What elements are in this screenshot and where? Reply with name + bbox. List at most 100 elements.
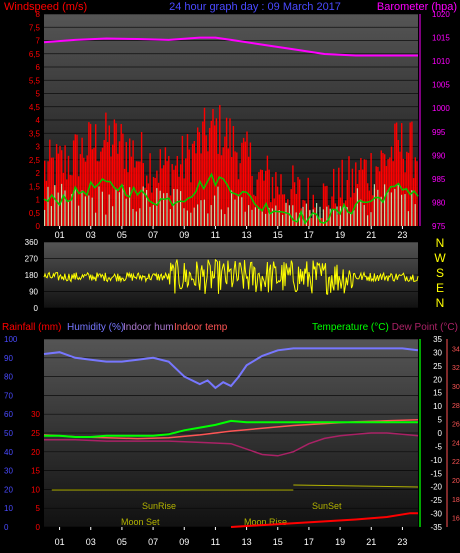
rain-axis-label: 25 <box>31 429 40 438</box>
windspeed-bar <box>118 141 121 226</box>
temp-axis-label: 35 <box>433 335 442 344</box>
rain-axis-label: 10 <box>31 485 40 494</box>
temp-axis-label: 5 <box>438 416 443 425</box>
windgust-bar <box>190 212 192 226</box>
windspeed-axis-label: 3,5 <box>29 129 41 138</box>
windgust-bar <box>370 212 372 226</box>
windgust-bar <box>241 197 243 226</box>
windspeed-bar <box>96 161 99 226</box>
windspeed-bar <box>304 200 306 226</box>
windspeed-bar <box>258 172 260 226</box>
windspeed-bar <box>193 141 195 226</box>
windspeed-bar <box>367 183 369 226</box>
windspeed-bar <box>253 194 255 226</box>
temp-axis-label: 10 <box>433 402 442 411</box>
windgust-bar <box>163 193 165 226</box>
windspeed-axis-label: 0 <box>36 222 41 231</box>
windspeed-bar <box>214 125 216 226</box>
compass-label: E <box>436 281 444 295</box>
windgust-bar <box>237 195 239 226</box>
windgust-bar <box>122 185 124 226</box>
windspeed-bar <box>259 169 262 226</box>
windgust-bar <box>339 206 341 226</box>
sun-line <box>293 484 419 488</box>
windspeed-bar <box>402 158 405 226</box>
windgust-bar <box>265 213 267 226</box>
barometer-axis-label: 1015 <box>432 34 450 43</box>
windspeed-bar <box>409 122 411 226</box>
moonset-label: Moon Set <box>121 517 160 527</box>
windgust-bar <box>285 202 287 226</box>
windgust-bar <box>57 192 59 226</box>
windgust-bar <box>404 194 406 226</box>
windspeed-bar <box>307 177 309 226</box>
windgust-bar <box>377 189 379 226</box>
windspeed-bar <box>375 166 377 226</box>
windspeed-bar <box>78 176 80 226</box>
temp-axis-label: -35 <box>430 523 442 532</box>
windspeed-bar <box>147 183 150 226</box>
windgust-bar <box>312 209 314 226</box>
windspeed-bar <box>105 112 107 226</box>
barometer-axis-label: 980 <box>432 198 446 207</box>
barometer-axis-label: 985 <box>432 175 446 184</box>
temp-x-tick-label: 07 <box>148 537 158 547</box>
windspeed-bar <box>299 179 301 226</box>
windspeed-bar <box>220 155 223 226</box>
rain-axis-label: 5 <box>36 504 41 513</box>
temp-x-tick-label: 15 <box>273 537 283 547</box>
windspeed-bar <box>161 168 163 226</box>
windspeed-bar <box>234 151 236 226</box>
windgust-bar <box>353 210 355 226</box>
windspeed-axis-label: 6 <box>36 63 41 72</box>
windspeed-axis-label: 8 <box>36 10 41 19</box>
direction-axis-label: 180 <box>25 271 39 280</box>
windgust-bar <box>74 186 76 226</box>
windspeed-bar <box>74 134 76 226</box>
windgust-bar <box>360 199 362 226</box>
temp-x-tick-label: 09 <box>179 537 189 547</box>
windgust-bar <box>108 194 110 226</box>
windspeed-bar <box>263 180 265 226</box>
humidity-axis-label: 50 <box>4 429 13 438</box>
windgust-bar <box>67 200 69 226</box>
windspeed-bar <box>314 207 316 226</box>
windgust-bar <box>91 197 93 226</box>
temp-x-tick-label: 05 <box>117 537 127 547</box>
temp-axis-label: 0 <box>438 429 443 438</box>
windspeed-bar <box>144 187 146 226</box>
windgust-bar <box>84 196 86 226</box>
windspeed-axis-label: 0,5 <box>29 209 41 218</box>
windspeed-bar <box>72 140 75 226</box>
windspeed-axis-label: 4 <box>36 116 41 125</box>
direction-axis-label: 270 <box>25 255 39 264</box>
windspeed-bar <box>101 147 104 226</box>
windspeed-bar <box>365 159 367 226</box>
windspeed-bar <box>59 145 61 226</box>
windgust-bar <box>214 195 216 226</box>
windspeed-bar <box>125 142 127 226</box>
wind-x-tick-label: 23 <box>397 230 407 240</box>
windgust-bar <box>367 215 369 226</box>
windspeed-bar <box>287 199 289 226</box>
windspeed-axis-label: 3 <box>36 143 41 152</box>
windgust-bar <box>54 185 56 226</box>
indoor-temp-title: Indoor temp <box>174 322 228 333</box>
windgust-bar <box>288 205 290 226</box>
windspeed-bar <box>174 165 177 226</box>
indoor-axis-label: 18 <box>452 497 460 504</box>
windspeed-bar <box>168 156 170 226</box>
humidity-line <box>43 347 419 390</box>
humidity-axis-label: 60 <box>4 410 13 419</box>
windspeed-bar <box>66 179 68 226</box>
windspeed-bar <box>164 147 167 226</box>
windgust-bar <box>401 194 403 226</box>
windgust-bar <box>47 186 49 226</box>
windgust-bar <box>346 207 348 226</box>
windspeed-bar <box>152 176 155 226</box>
temp-axis-label: 25 <box>433 362 442 371</box>
windgust-bar <box>149 206 151 226</box>
windspeed-bar <box>185 158 187 226</box>
indoor-axis-label: 16 <box>452 516 460 523</box>
windgust-bar <box>244 211 246 226</box>
